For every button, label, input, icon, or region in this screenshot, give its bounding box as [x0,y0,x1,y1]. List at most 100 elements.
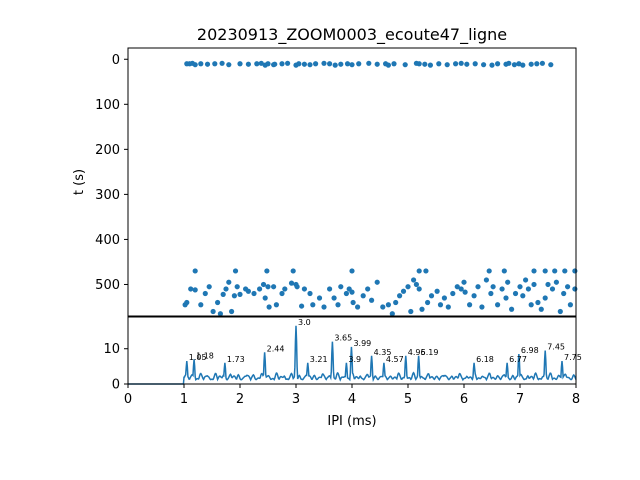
scatter-point [458,286,464,292]
scatter-point [260,281,267,288]
scatter-point [434,288,440,294]
scatter-point [198,302,204,308]
scatter-point [290,268,296,274]
histogram-y-axis-ticks: 0 10 [103,342,128,393]
scatter-point [437,302,444,308]
scatter-point [495,302,501,308]
scatter-point [237,61,243,67]
scatter-point [350,299,356,306]
scatter-point [416,286,422,292]
peak-label: 3.9 [348,355,361,364]
scatter-point [499,286,505,292]
scatter-point [509,306,515,312]
scatter-point [349,268,355,274]
scatter-point [461,279,467,285]
scatter-point [572,286,578,292]
scatter-point [327,61,333,67]
scatter-point [481,62,487,68]
scatter-point [231,293,237,299]
peak-label: 1.18 [196,351,214,360]
scatter-point [285,60,291,66]
scatter-point [567,302,574,308]
scatter-point [538,306,544,312]
scatter-point [511,62,517,68]
scatter-point [316,295,323,301]
scatter-point [307,62,313,68]
scatter-point [245,61,251,67]
chart-title: 20230913_ZOOM0003_ecoute47_ligne [197,25,507,45]
scatter-point [188,286,194,292]
scatter-point [301,286,307,292]
scatter-point [428,293,435,299]
scatter-point [512,290,519,297]
scatter-point [226,62,232,68]
scatter-y-axis-ticks: 0 100 200 300 400 500 [95,53,128,293]
scatter-point [313,61,319,67]
y-tick-label: 0 [112,378,120,393]
scatter-point [202,290,208,297]
scatter-point [254,61,260,67]
scatter-point [503,295,509,301]
scatter-point [258,60,264,66]
scatter-point [419,306,425,312]
peak-label: 4.35 [374,348,392,357]
scatter-point [198,61,204,67]
scatter-point [296,61,302,67]
scatter-point [535,299,541,306]
scatter-point [489,62,495,68]
scatter-point [332,62,338,68]
x-tick-label: 7 [516,392,524,407]
scatter-point [220,291,226,297]
scatter-point [553,279,560,285]
scatter-point [192,287,198,293]
scatter-point [462,289,468,295]
scatter-point [282,286,288,292]
x-tick-label: 3 [292,392,300,407]
scatter-point [204,61,211,67]
y-tick-label: 10 [103,342,120,357]
scatter-point [422,61,428,67]
scatter-point [490,284,496,290]
scatter-point [436,61,442,67]
scatter-point [520,293,526,299]
peak-label: 6.18 [476,355,494,364]
scatter-point [264,268,270,274]
scatter-point [321,304,327,310]
scatter-point [257,286,263,292]
scatter-point [453,61,459,67]
scatter-point [234,284,240,290]
scatter-point [479,304,485,310]
scatter-point [445,304,451,310]
scatter-point [408,308,414,315]
scatter-point [279,61,285,67]
ipi-histogram-line [128,325,577,385]
scatter-y-axis-label: t (s) [72,169,87,195]
scatter-point [335,302,341,308]
scatter-point [471,293,477,299]
scatter-point [385,302,391,308]
histogram-x-axis-ticks: 0 1 2 3 4 5 6 7 8 [124,384,580,407]
peak-label: 1.05 [189,353,207,362]
scatter-point [301,61,307,67]
scatter-point [427,62,433,68]
scatter-point [539,60,546,66]
scatter-point [215,299,221,306]
scatter-point [416,268,422,274]
y-tick-label: 500 [95,278,120,293]
scatter-point [251,290,257,297]
scatter-point [475,284,481,290]
scatter-point [389,311,395,317]
scatter-point [528,61,534,67]
scatter-point [374,61,380,67]
scatter-point [393,299,399,306]
scatter-point [572,268,578,274]
scatter-point [565,284,571,290]
peak-label: 3.21 [310,355,328,364]
peak-label: 2.44 [267,344,285,353]
scatter-point [360,293,366,299]
scatter-point [226,279,232,285]
y-tick-label: 100 [95,98,120,113]
scatter-point [405,284,411,290]
scatter-point [344,61,351,67]
scatter-point [288,280,295,286]
